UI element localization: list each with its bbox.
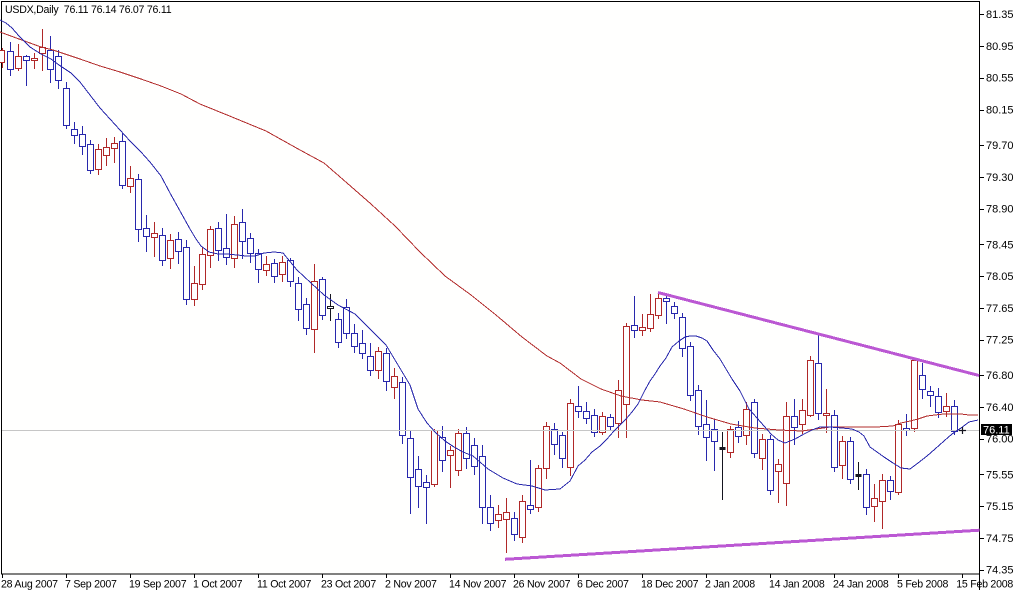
- svg-text:80.15: 80.15: [986, 104, 1014, 116]
- svg-text:7 Sep 2007: 7 Sep 2007: [65, 579, 117, 590]
- svg-text:74.35: 74.35: [986, 565, 1014, 577]
- svg-text:11 Oct 2007: 11 Oct 2007: [257, 579, 312, 590]
- svg-text:14 Nov 2007: 14 Nov 2007: [449, 579, 507, 590]
- svg-text:77.25: 77.25: [986, 335, 1014, 347]
- svg-text:19 Sep 2007: 19 Sep 2007: [129, 579, 187, 590]
- svg-text:75.15: 75.15: [986, 501, 1014, 513]
- svg-text:76.11: 76.11: [983, 425, 1010, 437]
- svg-text:76.40: 76.40: [986, 402, 1014, 414]
- svg-text:80.55: 80.55: [986, 73, 1014, 85]
- svg-text:14 Jan 2008: 14 Jan 2008: [769, 579, 825, 590]
- svg-text:76.80: 76.80: [986, 370, 1014, 382]
- svg-text:1 Oct 2007: 1 Oct 2007: [193, 579, 243, 590]
- svg-text:78.05: 78.05: [986, 271, 1014, 283]
- svg-text:6 Dec 2007: 6 Dec 2007: [577, 579, 629, 590]
- svg-text:78.45: 78.45: [986, 239, 1014, 251]
- svg-text:74.75: 74.75: [986, 533, 1014, 545]
- svg-text:2 Jan 2008: 2 Jan 2008: [705, 579, 755, 590]
- svg-text:79.30: 79.30: [986, 172, 1014, 184]
- svg-text:77.65: 77.65: [986, 303, 1014, 315]
- svg-text:76.00: 76.00: [986, 434, 1014, 446]
- svg-text:81.35: 81.35: [986, 9, 1014, 21]
- svg-text:75.55: 75.55: [986, 469, 1014, 481]
- svg-text:USDX,Daily 76.11 76.14 76.07: USDX,Daily 76.11 76.14 76.07 76.11: [5, 4, 172, 16]
- svg-text:26 Nov 2007: 26 Nov 2007: [513, 579, 571, 590]
- svg-text:78.90: 78.90: [986, 204, 1014, 216]
- svg-text:23 Oct 2007: 23 Oct 2007: [321, 579, 376, 590]
- svg-text:28 Aug 2007: 28 Aug 2007: [1, 579, 58, 590]
- svg-text:15 Feb 2008: 15 Feb 2008: [956, 579, 1013, 590]
- svg-text:2 Nov 2007: 2 Nov 2007: [385, 579, 437, 590]
- svg-text:80.95: 80.95: [986, 41, 1014, 53]
- svg-text:18 Dec 2007: 18 Dec 2007: [641, 579, 699, 590]
- svg-text:79.70: 79.70: [986, 140, 1014, 152]
- svg-text:24 Jan 2008: 24 Jan 2008: [833, 579, 889, 590]
- svg-text:5 Feb 2008: 5 Feb 2008: [897, 579, 948, 590]
